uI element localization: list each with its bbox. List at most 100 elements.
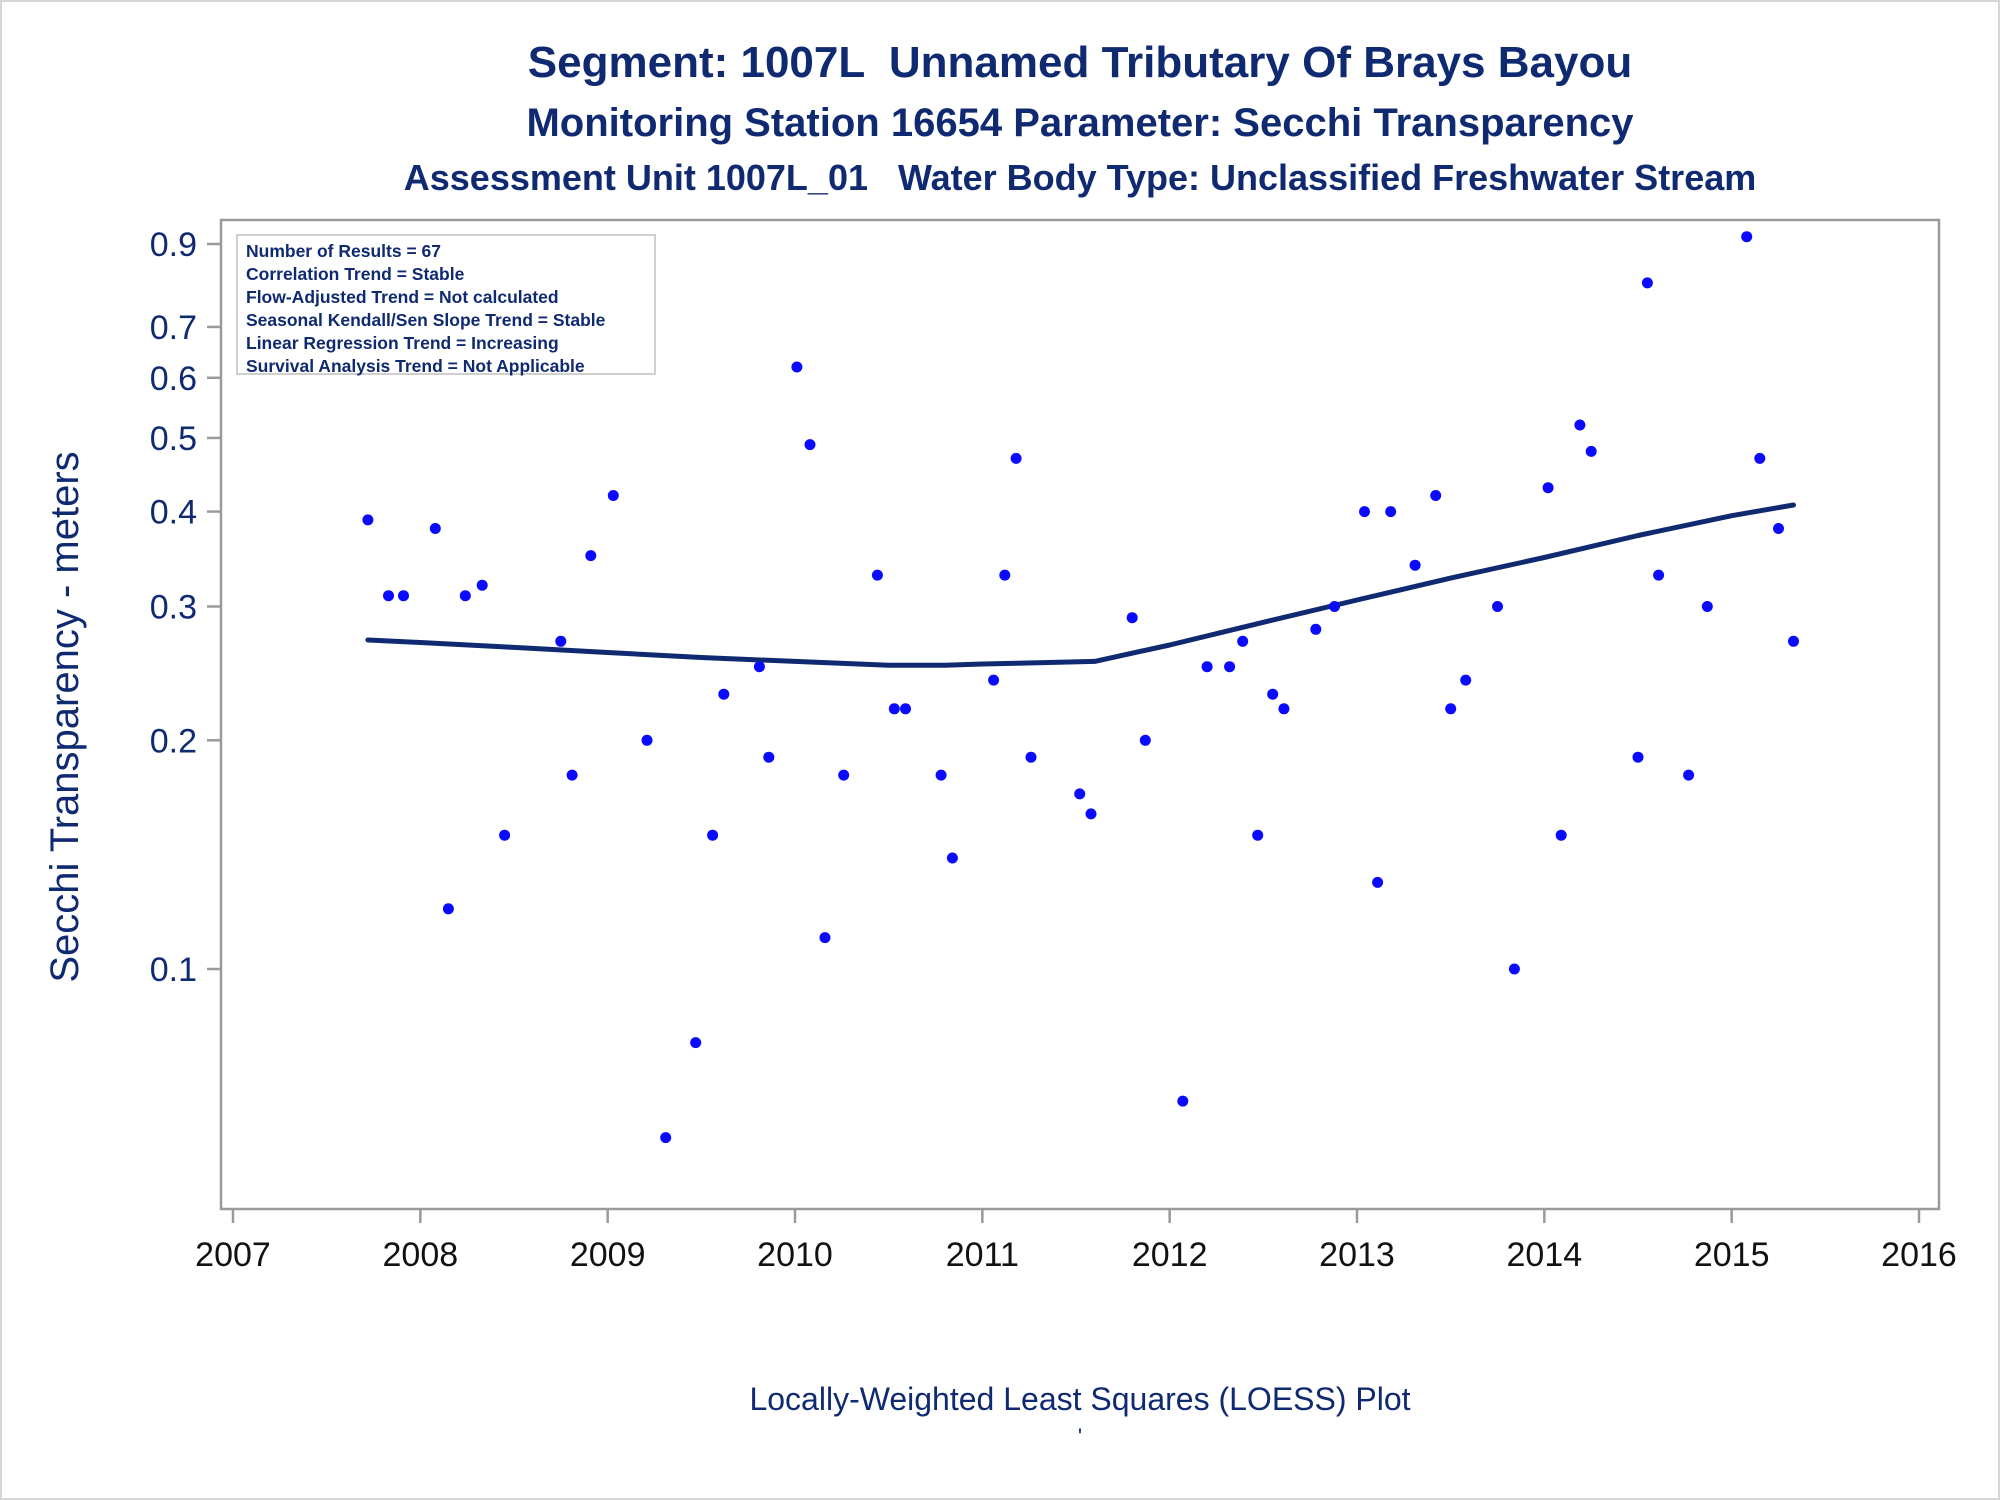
data-point [1359, 506, 1370, 518]
trend-stats-box: Number of Results = 67 Correlation Trend… [236, 234, 656, 376]
footnote-mark: ' [1077, 1424, 1083, 1449]
data-point [804, 439, 816, 451]
data-point [988, 674, 1000, 686]
data-point [900, 703, 911, 715]
data-point [1492, 601, 1503, 612]
y-tick-label: 0.1 [150, 951, 197, 989]
data-point [1177, 1095, 1189, 1107]
x-tick-label: 2012 [1132, 1236, 1208, 1274]
data-point [718, 688, 730, 700]
data-point [946, 852, 958, 864]
chart-subtitle-2: Assessment Unit 1007L_01 Water Body Type… [403, 157, 1757, 198]
data-point [791, 361, 803, 373]
y-tick-label: 0.3 [150, 589, 197, 627]
data-point [1278, 703, 1290, 715]
data-point [1641, 277, 1653, 289]
data-point [607, 490, 619, 501]
data-point [1445, 703, 1457, 715]
data-point [1224, 661, 1236, 673]
x-tick-label: 2010 [757, 1236, 833, 1274]
x-axis: 2007 2008 2009 2010 2011 2012 2013 2014 2015 2016 [195, 1209, 1957, 1274]
x-tick-label: 2015 [1694, 1236, 1770, 1274]
data-point [935, 769, 947, 781]
data-point [459, 590, 471, 602]
data-point [1754, 452, 1766, 464]
data-point [1508, 963, 1520, 975]
x-tick-label: 2008 [383, 1236, 459, 1274]
data-point [1252, 829, 1264, 841]
data-points [362, 231, 1799, 1144]
stat-correlation-trend: Correlation Trend = Stable [246, 264, 465, 284]
x-tick-label: 2011 [946, 1236, 1019, 1274]
y-tick-label: 0.4 [150, 494, 197, 532]
data-point [585, 550, 597, 562]
x-tick-label: 2013 [1319, 1236, 1395, 1274]
data-point [1773, 523, 1784, 534]
data-point [871, 569, 883, 581]
plot-area [219, 218, 1941, 1211]
data-point [362, 514, 374, 526]
data-point [1201, 661, 1213, 673]
stat-number-of-results: Number of Results = 67 [246, 241, 441, 261]
data-point [566, 769, 578, 781]
footnote: Locally-Weighted Least Squares (LOESS) P… [749, 1381, 1411, 1417]
y-tick-label: 0.2 [150, 722, 197, 760]
data-point [888, 703, 900, 715]
data-point [1542, 482, 1554, 494]
x-tick-label: 2014 [1507, 1236, 1583, 1274]
data-point [429, 523, 441, 534]
data-point [1126, 612, 1138, 624]
data-point [1741, 231, 1753, 243]
data-point [1632, 751, 1644, 763]
data-point [1372, 876, 1384, 888]
data-point [838, 769, 850, 781]
data-point [1430, 490, 1442, 501]
data-point [999, 569, 1011, 581]
data-point [442, 903, 454, 915]
chart-subtitle: Monitoring Station 16654 Parameter: Secc… [526, 101, 1634, 145]
data-point [1385, 506, 1397, 518]
data-point [1683, 769, 1695, 781]
data-point [555, 635, 567, 647]
y-tick-label: 0.7 [150, 309, 197, 347]
data-point [660, 1132, 672, 1144]
data-point [753, 661, 765, 673]
data-point [1237, 635, 1249, 647]
data-point [1010, 452, 1022, 464]
data-point [1139, 734, 1151, 746]
data-point [398, 590, 409, 602]
stat-flow-adjusted-trend: Flow-Adjusted Trend = Not calculated [246, 287, 559, 307]
loess-curve [365, 502, 1796, 668]
data-point [763, 751, 775, 763]
data-point [1085, 808, 1097, 820]
loess-curve-group [365, 502, 1796, 668]
x-tick-label: 2007 [195, 1236, 271, 1274]
data-point [1310, 623, 1322, 635]
data-point [1267, 688, 1279, 700]
y-tick-label: 0.5 [150, 420, 197, 458]
data-point [819, 932, 831, 944]
stat-seasonal-kendall-trend: Seasonal Kendall/Sen Slope Trend = Stabl… [246, 310, 606, 330]
data-point [1025, 751, 1037, 763]
chart-title: Segment: 1007L Unnamed Tributary Of Bray… [527, 38, 1633, 87]
data-point [1460, 674, 1472, 686]
data-point [1074, 788, 1086, 800]
x-tick-label: 2016 [1881, 1236, 1957, 1274]
data-point [476, 579, 488, 591]
y-axis-label: Secchi Transparency - meters [43, 451, 87, 982]
data-point [1555, 829, 1567, 841]
data-point [1653, 569, 1665, 581]
x-tick-label: 2009 [570, 1236, 646, 1274]
data-point [707, 829, 719, 841]
data-point [641, 734, 653, 746]
stat-survival-analysis-trend: Survival Analysis Trend = Not Applicable [246, 356, 585, 376]
data-point [690, 1037, 702, 1049]
stat-linear-regression-trend: Linear Regression Trend = Increasing [246, 333, 559, 353]
data-point [1585, 445, 1597, 457]
y-axis: 0.1 0.2 0.3 0.4 0.5 0.6 0.7 0.9 [150, 226, 221, 989]
data-point [1409, 559, 1421, 571]
data-point [1788, 635, 1799, 647]
data-point [1701, 601, 1713, 612]
data-point [1574, 419, 1586, 431]
